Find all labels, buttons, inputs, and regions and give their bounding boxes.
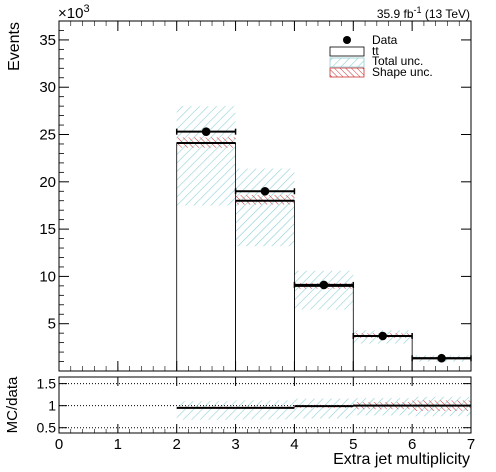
x-tick-label-5: 5 xyxy=(349,436,357,453)
data-points xyxy=(175,127,472,363)
y-exponent: ×103 xyxy=(58,3,90,22)
main-x-ticks xyxy=(58,21,472,371)
ratio-y-axis: 0.5 1 1.5 xyxy=(37,376,471,436)
legend-shape-unc-swatch xyxy=(329,67,365,78)
ratio-total-unc-bin-2 xyxy=(235,400,295,420)
x-axis-label: Extra jet multiplicity xyxy=(333,451,470,468)
main-plot-panel: 5 10 15 20 25 30 35 xyxy=(39,20,472,372)
y-tick-label-5: 5 xyxy=(48,316,56,333)
x-axis: 0 1 2 3 4 5 6 7 xyxy=(55,377,475,453)
legend-total-unc-label: Total unc. xyxy=(372,54,423,68)
y-tick-label-10: 10 xyxy=(39,268,56,285)
total-unc-band-bin-3 xyxy=(294,270,354,310)
x-tick-label-7: 7 xyxy=(467,436,475,453)
x-tick-label-1: 1 xyxy=(114,436,122,453)
total-unc-band-bin-2 xyxy=(235,168,295,247)
y-tick-label-35: 35 xyxy=(39,32,56,49)
legend-mc-swatch xyxy=(329,46,365,57)
data-point-bin-1 xyxy=(201,127,211,136)
ratio-y-tick-label-1: 1 xyxy=(48,398,56,414)
data-point-bin-5 xyxy=(437,353,446,363)
ratio-plot-frame xyxy=(58,376,472,434)
data-point-bin-3 xyxy=(319,280,329,290)
y-tick-label-15: 15 xyxy=(39,221,56,238)
ratio-line xyxy=(176,404,471,409)
main-plot-frame xyxy=(58,20,472,372)
y-tick-label-30: 30 xyxy=(39,79,56,96)
legend-data-label: Data xyxy=(372,33,398,47)
uncertainty-bands xyxy=(176,106,471,362)
legend: Data tt Total unc. Shape unc. xyxy=(329,33,433,79)
y-tick-label-20: 20 xyxy=(39,174,56,191)
legend-data-marker xyxy=(343,36,351,44)
y-tick-label-25: 25 xyxy=(39,127,56,144)
ratio-uncertainty-bands xyxy=(176,396,471,420)
ratio-y-tick-label-0.5: 0.5 xyxy=(37,420,57,436)
legend-mc-label: tt xyxy=(372,44,379,58)
total-unc-band-bin-1 xyxy=(176,106,236,206)
data-point-bin-4 xyxy=(378,331,388,341)
x-tick-label-6: 6 xyxy=(408,436,416,453)
y-axis: 5 10 15 20 25 30 35 xyxy=(39,30,471,362)
x-tick-label-3: 3 xyxy=(231,436,239,453)
luminosity-label: 35.9 fb-1 (13 TeV) xyxy=(377,5,470,21)
legend-total-unc-swatch xyxy=(329,57,365,68)
legend-shape-unc-label: Shape unc. xyxy=(372,65,433,79)
y-axis-label: Events xyxy=(6,22,23,71)
ratio-plot-panel: 0.5 1 1.5 0 1 2 3 4 5 6 7 xyxy=(37,376,476,453)
ratio-y-tick-label-1.5: 1.5 xyxy=(37,376,57,392)
ratio-y-axis-label: MC/data xyxy=(4,376,21,433)
ratio-total-unc-bin-3 xyxy=(294,398,354,419)
x-tick-label-2: 2 xyxy=(173,436,181,453)
ratio-total-unc-bin-1 xyxy=(176,401,236,420)
data-point-bin-2 xyxy=(260,186,270,196)
x-tick-label-0: 0 xyxy=(55,436,63,453)
x-tick-label-4: 4 xyxy=(290,436,298,453)
